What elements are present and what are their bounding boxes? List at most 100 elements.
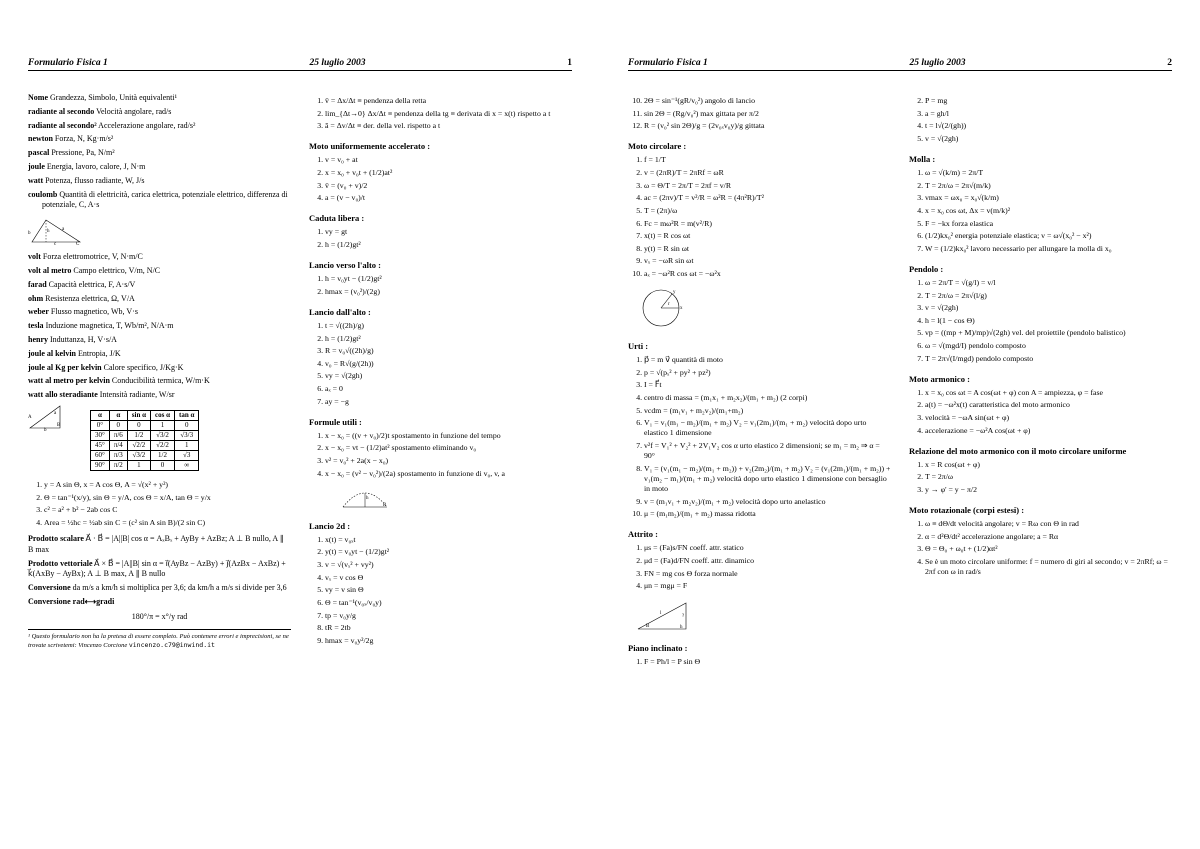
formula-item: p = √(pₓ² + py² + pz²) <box>644 368 891 378</box>
list-lancio-2d: x(t) = v₀ₓt y(t) = v₀yt − (1/2)gt² v = √(v… <box>309 535 572 646</box>
definition-row: volt Forza elettromotrice, V, N·m/C <box>28 252 291 263</box>
list-moto-armonico: x = x₀ cos ωt = A cos(ωt + φ) con A = am… <box>909 388 1172 436</box>
list-molla: ω = √(k/m) = 2π/TT = 2π/ω = 2π√(m/k)vmax… <box>909 168 1172 254</box>
formula-item: v = √(2gh) <box>925 303 1172 313</box>
formula-item: V₁ = v₁(m₁ − m₂)/(m₁ + m₂) V₂ = v₁(2m₁)/… <box>644 418 891 438</box>
formula-item: sin 2Θ = (Rg/v₀²) max gittata per π/2 <box>644 109 891 119</box>
list-caduta-libera: vy = gth = (1/2)gt² <box>309 227 572 250</box>
formula-item: x = x₀ cos ωt = A cos(ωt + φ) con A = am… <box>925 388 1172 398</box>
p1c2-top-list: v̄ = Δx/Δt ≡ pendenza della retta lim_{Δt… <box>309 96 572 131</box>
formula-item: aₓ = −ω²R cos ωt = −ω²x <box>644 269 891 279</box>
definition-row: farad Capacità elettrica, F, A·s/V <box>28 280 291 291</box>
sec-molla: Molla : <box>909 154 1172 164</box>
formula-item: Θ = tan⁻¹(v₀ₓ/v₀y) <box>325 598 572 608</box>
formula-item: v² = v₀² + 2a(x − x₀) <box>325 456 572 466</box>
sec-caduta-libera: Caduta libera : <box>309 213 572 223</box>
formula-item: v = (m₁v₁ + m₂v₂)/(m₁ + m₂) velocità dop… <box>644 497 891 507</box>
formula-item: μn = mgμ = F <box>644 581 891 591</box>
svg-text:r: r <box>668 302 670 307</box>
list-moto-circolare: f = 1/Tv = (2πR)/T = 2πRf = ωRω = Θ/T = … <box>628 155 891 279</box>
definition-row: volt al metro Campo elettrico, V/m, N/C <box>28 266 291 277</box>
formula-item: Se è un moto circolare uniforme: f = num… <box>925 557 1172 577</box>
svg-text:?: ? <box>682 614 685 619</box>
formula-item: T = 2π/ω <box>925 472 1172 482</box>
p2c2-top-list: P = mga = gh/lt = l√(2/(gh))v = √(2gh) <box>909 96 1172 144</box>
sec-lancio-dallalto: Lancio dall'alto : <box>309 307 572 317</box>
formula-item: x = R cos(ωt + φ) <box>925 460 1172 470</box>
conversion-rad-deg-title: Conversione rad⟷gradi <box>28 597 291 608</box>
parabola-icon: hR <box>339 485 389 511</box>
formula-item: velocità = −ωA sin(ωt + φ) <box>925 413 1172 423</box>
formula-item: v̄ = (v₀ + v)/2 <box>325 181 572 191</box>
formula-item: vmax = ωx₀ = x₀√(k/m) <box>925 193 1172 203</box>
formula-item: x(t) = v₀ₓt <box>325 535 572 545</box>
definition-row: tesla Induzione magnetica, T, Wb/m², N/A… <box>28 321 291 332</box>
conversion-rad-deg-eq: 180°/π = x°/y rad <box>28 612 291 621</box>
definition-row: coulomb Quantità di elettricità, carica … <box>28 190 291 212</box>
formula-item: ay = −g <box>325 397 572 407</box>
vector-product: Prodotto vettoriale A⃗ × B⃗ = |A||B| sin… <box>28 559 291 581</box>
sec-lancio-alto: Lancio verso l'alto : <box>309 260 572 270</box>
formula-item: v = √(vₓ² + vy²) <box>325 560 572 570</box>
footnote: ¹ Questo formulario non ha la pretesa di… <box>28 629 291 650</box>
formula-item: ac = (2πv)/T = v²/R = ω²R = (4π²R)/T² <box>644 193 891 203</box>
p2-col2: P = mga = gh/lt = l√(2/(gh))v = √(2gh) M… <box>909 93 1172 674</box>
svg-text:b: b <box>44 428 47 432</box>
formula-item: vp = ((mp + M)/mp)√(2gh) vel. del proiet… <box>925 328 1172 338</box>
p2c1-top-list: 2Θ = sin⁻¹(gR/v₀²) angolo di lanciosin 2… <box>628 96 891 131</box>
header-date-2: 25 luglio 2003 <box>910 58 966 68</box>
formula-item: centro di massa = (m₁x₁ + m₂x₂)/(m₁ + m₂… <box>644 393 891 403</box>
page-1: Formulario Fisica 1 25 luglio 2003 1 Nom… <box>0 0 600 849</box>
header-title-2: Formulario Fisica 1 <box>628 58 708 68</box>
formula-item: v = v₀ + at <box>325 155 572 165</box>
formula-item: x = x₀ + v₀t + (1/2)at² <box>325 168 572 178</box>
formula-item: h = (1/2)gt² <box>325 334 572 344</box>
definition-row: joule al kelvin Entropia, J/K <box>28 349 291 360</box>
definition-row: Nome Grandezza, Simbolo, Unità equivalen… <box>28 93 291 104</box>
p2-col1: 2Θ = sin⁻¹(gR/v₀²) angolo di lanciosin 2… <box>628 93 891 674</box>
formula-item: μs = (Fa)s/FN coeff. attr. statico <box>644 543 891 553</box>
sec-moto-rotazionale: Moto rotazionale (corpi estesi) : <box>909 505 1172 515</box>
formula-item: p⃗ = m v⃗ quantità di moto <box>644 355 891 365</box>
list-urti: p⃗ = m v⃗ quantità di moto p = √(pₓ² + py… <box>628 355 891 519</box>
formula-item: T = 2π/ω = 2π√(l/g) <box>925 291 1172 301</box>
formula-item: v̄ = Δx/Δt ≡ pendenza della retta <box>325 96 572 106</box>
formula-item: ā = Δv/Δt ≡ der. della vel. rispetto a t <box>325 121 572 131</box>
formula-item: hmax = (v₀²)/(2g) <box>325 287 572 297</box>
header-pagenum: 1 <box>567 58 572 68</box>
p1-col2: v̄ = Δx/Δt ≡ pendenza della retta lim_{Δt… <box>309 93 572 652</box>
definition-row: radiante al secondo Velocità angolare, r… <box>28 107 291 118</box>
formula-item: y = A sin Θ, x = A cos Θ, A = √(x² + y²) <box>44 480 291 490</box>
sec-lancio-2d: Lancio 2d : <box>309 521 572 531</box>
svg-text:y: y <box>673 290 676 295</box>
formula-item: ω = Θ/T = 2π/T = 2πf = v/R <box>644 181 891 191</box>
svg-text:A: A <box>28 415 32 420</box>
formula-item: y(t) = v₀yt − (1/2)gt² <box>325 547 572 557</box>
formula-item: vₓ = v cos Θ <box>325 573 572 583</box>
formula-item: Θ = tan⁻¹(x/y), sin Θ = y/A, cos Θ = x/A… <box>44 493 291 503</box>
formula-item: hmax = v₀y²/2g <box>325 636 572 646</box>
formula-item: v²f = V₁² + V₂² + 2V₁V₂ cos α urto elast… <box>644 441 891 461</box>
svg-text:h: h <box>47 229 50 234</box>
formula-item: y(t) = R sin ωt <box>644 244 891 254</box>
formula-item: lim_{Δt→0} Δx/Δt ≡ pendenza della tg ≡ d… <box>325 109 572 119</box>
formula-item: Fc = mω²R = m(v²/R) <box>644 219 891 229</box>
page1-columns: Nome Grandezza, Simbolo, Unità equivalen… <box>28 93 572 652</box>
definition-row: joule al Kg per kelvin Calore specifico,… <box>28 363 291 374</box>
formula-item: tR = 2tb <box>325 623 572 633</box>
triangle-icon: bahCc <box>28 214 84 248</box>
conversion-ms-kmh: Conversione da m/s a km/h si moltiplica … <box>28 583 291 594</box>
formula-item: x − x₀ = ((v + v₀)/2)t spostamento in fu… <box>325 431 572 441</box>
definition-row: watt Potenza, flusso radiante, W, J/s <box>28 176 291 187</box>
formula-item: accelerazione = −ω²A cos(ωt + φ) <box>925 426 1172 436</box>
list-piano-inclinato: F = Ph/l = P sin Θ <box>628 657 891 667</box>
definition-row: newton Forza, N, Kg·m/s² <box>28 134 291 145</box>
definition-row: ohm Resistenza elettrica, Ω, V/A <box>28 294 291 305</box>
definition-row: henry Induttanza, H, V·s/A <box>28 335 291 346</box>
trig-formulas: y = A sin Θ, x = A cos Θ, A = √(x² + y²)… <box>28 480 291 528</box>
circle-angle-icon: x y r <box>638 285 684 331</box>
header-date: 25 luglio 2003 <box>310 58 366 68</box>
svg-text:x: x <box>680 306 683 311</box>
formula-item: ω = √(mgd/I) pendolo composto <box>925 341 1172 351</box>
svg-text:a: a <box>62 227 65 232</box>
